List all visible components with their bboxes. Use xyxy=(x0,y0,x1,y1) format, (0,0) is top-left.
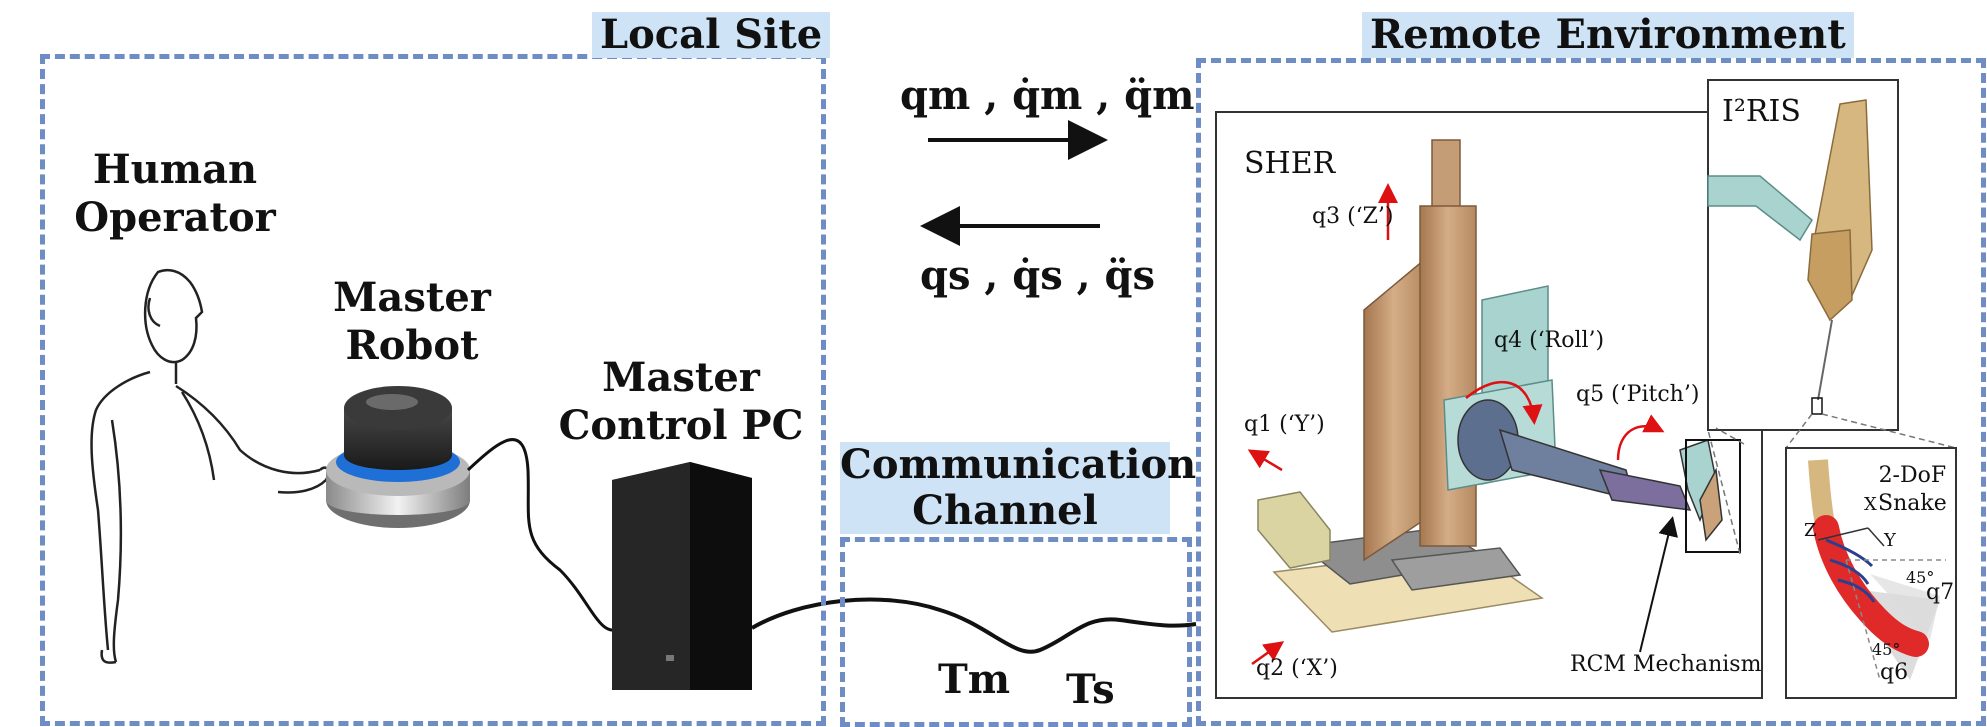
human-operator-label: Human Operator xyxy=(60,146,290,242)
backward-signal-label: qs , q̇s , q̈s xyxy=(920,252,1156,299)
human-operator-line2: Operator xyxy=(74,194,276,241)
rcm-label: RCM Mechanism xyxy=(1570,652,1762,677)
usb-cable xyxy=(466,438,621,632)
master-robot-device xyxy=(326,386,470,528)
axis-y-label: Y xyxy=(1884,530,1896,551)
sher-label: SHER xyxy=(1244,146,1336,181)
human-operator-figure xyxy=(90,268,330,664)
master-robot-label: Master Robot xyxy=(312,274,512,370)
master-robot-line1: Master xyxy=(333,274,491,321)
master-pc-line2: Control PC xyxy=(558,402,804,449)
forward-signal-label: qm , q̇m , q̈m xyxy=(900,72,1195,119)
q7-label: q7 xyxy=(1926,580,1955,605)
human-operator-line1: Human xyxy=(92,146,258,193)
channel-title-line1: Communication xyxy=(840,441,1197,488)
q5-label: q5 (‘Pitch’) xyxy=(1576,382,1700,407)
q4-label: q4 (‘Roll’) xyxy=(1494,328,1605,353)
master-robot-line2: Robot xyxy=(345,322,479,369)
tm-delay-label: Tm xyxy=(938,656,1011,703)
iris-drawing xyxy=(1707,99,1873,415)
q1-label: q1 (‘Y’) xyxy=(1244,412,1325,437)
master-pc-label: Master Control PC xyxy=(556,354,806,450)
snake-label: 2-DoF Snake xyxy=(1878,462,1947,518)
axis-x-label: X xyxy=(1864,494,1877,515)
remote-environment-title: Remote Environment xyxy=(1362,12,1854,58)
ts-delay-label: Ts xyxy=(1066,666,1115,713)
q6-label: q6 xyxy=(1880,660,1909,685)
angle-b-label: 45° xyxy=(1872,640,1901,659)
channel-title-line2: Channel xyxy=(912,487,1098,534)
iris-label: I²RIS xyxy=(1722,94,1801,129)
sher-robot-drawing xyxy=(1257,139,1723,633)
q3-label: q3 (‘Z’) xyxy=(1312,204,1394,229)
communication-channel-region xyxy=(840,537,1192,727)
q2-label: q2 (‘X’) xyxy=(1256,656,1338,681)
axis-z-label: Z xyxy=(1804,520,1817,541)
local-site-title: Local Site xyxy=(592,12,831,58)
communication-channel-title: Communication Channel xyxy=(840,441,1197,534)
master-pc-tower xyxy=(612,462,752,690)
angle-a-label: 45° xyxy=(1906,568,1935,587)
rcm-zoom-box xyxy=(1685,439,1741,553)
communication-cable xyxy=(750,597,1197,654)
master-pc-line1: Master xyxy=(602,354,760,401)
snake-line1: 2-DoF xyxy=(1878,463,1947,488)
snake-drawing xyxy=(1808,459,1946,681)
snake-line2: Snake xyxy=(1878,491,1947,516)
